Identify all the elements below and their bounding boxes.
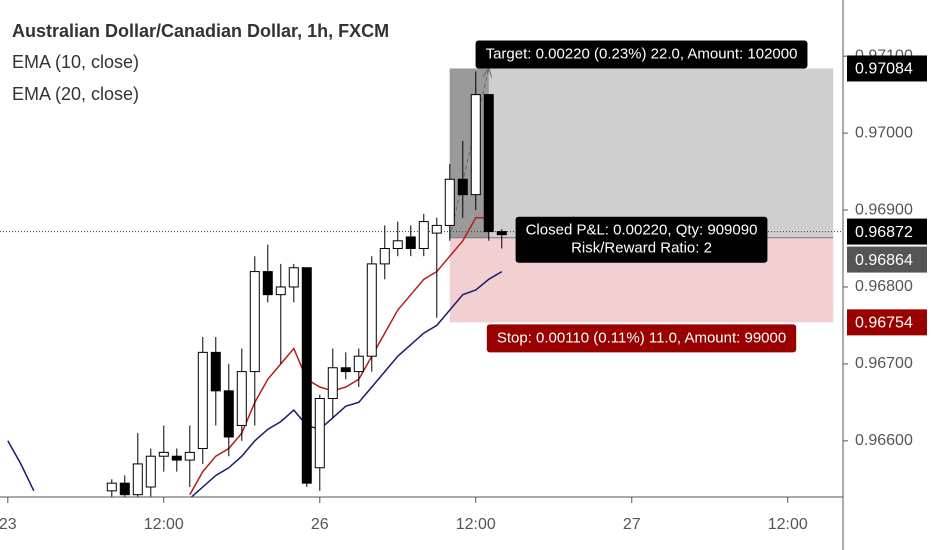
candle-body [210,351,221,392]
x-tick-label: 27 [623,516,641,533]
x-tick-label: 12:00 [456,516,496,533]
candle-body [249,271,260,373]
candle-body [405,236,416,249]
ema-line [189,216,489,496]
candle-body [301,267,312,484]
legend-entry: EMA (20, close) [12,84,139,104]
x-tick-label: 12:00 [768,516,808,533]
chart-title: Australian Dollar/Canadian Dollar, 1h, F… [12,21,389,41]
candle-body [184,451,195,461]
annotation-text: Closed P&L: 0.00220, Qty: 909090 [526,222,758,239]
annotation-text: Target: 0.00220 (0.23%) 22.0, Amount: 10… [486,45,798,62]
candle-body [223,390,234,438]
candle-body [236,371,247,426]
annotation-box [515,216,768,263]
candle-body [444,178,455,226]
candle-body [288,267,299,288]
price-label: 0.96754 [855,315,913,332]
annotation-text: Stop: 0.00110 (0.11%) 11.0, Amount: 9900… [497,329,786,346]
y-tick-label: 0.96800 [855,278,913,295]
candle-body [340,367,351,373]
candle-body [470,94,481,196]
x-tick-label: 12:00 [144,516,184,533]
price-label: 0.96864 [855,252,913,269]
candle-body [106,482,117,492]
legend-entry: EMA (10, close) [12,52,139,72]
candle-body [418,221,429,249]
candle-body [119,482,130,496]
price-label: 0.97084 [855,61,913,78]
price-label-box [847,55,927,82]
trade-arrow [449,68,490,238]
annotation-text: Risk/Reward Ratio: 2 [571,240,712,257]
price-label: 0.96872 [855,224,913,241]
annotation-box [475,40,808,69]
price-label-box [847,218,927,245]
candle-body [496,231,507,236]
y-tick-label: 0.96700 [855,355,913,372]
candle-body [158,451,169,457]
candle-body [171,455,182,461]
candle-body [275,286,286,296]
candle-body [145,455,156,488]
candle-body [132,463,143,496]
candle-body [483,94,494,233]
candle-body [379,248,390,265]
candle-body [366,263,377,357]
candle-body [457,178,468,196]
target-zone [449,68,834,238]
plot-area [0,67,843,497]
price-label-box [847,246,927,273]
overlay: Target: 0.00220 (0.23%) 22.0, Amount: 10… [475,40,927,353]
x-tick-label: 23 [0,516,17,533]
price-label-box [847,309,927,336]
candle-body [314,398,325,469]
y-tick-label: 0.96600 [855,432,913,449]
candle-body [392,240,403,250]
candle-body [431,224,442,234]
y-tick-label: 0.97000 [855,124,913,141]
candle-body [353,355,364,373]
annotation-box [486,324,797,353]
y-tick-label: 0.96900 [855,201,913,218]
candle-body [327,367,338,400]
ema-line [7,270,503,497]
x-tick-label: 26 [311,516,329,533]
candle-body [262,271,273,296]
candle-body [197,351,208,450]
